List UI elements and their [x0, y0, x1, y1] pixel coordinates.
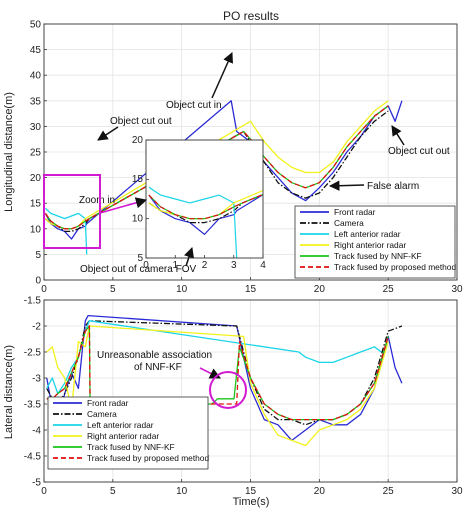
x-tick-label: 15 [245, 486, 257, 497]
y-tick-label: -4.5 [24, 452, 42, 463]
annotation-object-out-of-camera: Object out of camera FOV [80, 264, 196, 275]
x-tick-label: 2 [202, 260, 208, 271]
x-tick-label: 15 [245, 284, 257, 295]
y-tick-label: 50 [30, 20, 42, 31]
top-y-axis-label: Longitudinal distance(m) [3, 92, 15, 212]
x-tick-label: 0 [41, 284, 47, 295]
y-tick-label: -3.5 [24, 400, 42, 411]
x-tick-label: 4 [260, 260, 266, 271]
annotation-false-alarm: False alarm [367, 181, 419, 192]
x-tick-label: 25 [383, 486, 395, 497]
y-tick-label: -4 [32, 426, 41, 437]
x-tick-label: 5 [110, 284, 116, 295]
arrow-object-cut-in [211, 52, 233, 99]
x-tick-label: 0 [41, 486, 47, 497]
y-tick-label: 25 [30, 148, 42, 159]
lateral-panel: 0 5 10 15 20 25 30 -5 -4.5 -4 -3.5 -3 -2.5 -2 -1.5 Fron… [24, 296, 463, 498]
x-tick-label: 0 [143, 260, 149, 271]
series-line-left-anterior-radar [148, 186, 238, 258]
y-tick-label: 20 [132, 135, 144, 146]
y-tick-label: 35 [30, 96, 42, 107]
series-line-left-anterior-radar [46, 320, 382, 395]
x-tick-label: 3 [231, 260, 237, 271]
legend-box [47, 396, 209, 470]
y-tick-label: 45 [30, 45, 42, 56]
y-tick-label: 15 [132, 174, 144, 185]
y-tick-label: 40 [30, 71, 42, 82]
series-line-front-radar [148, 193, 263, 235]
annotation-unreasonable-line2: of NNF-KF [134, 362, 182, 373]
x-tick-label: 30 [451, 486, 463, 497]
series-line-track-fused-by-proposed-method [148, 193, 263, 220]
x-tick-label: 5 [110, 486, 116, 497]
y-tick-label: 5 [35, 250, 41, 261]
legend-entry: Front radar [87, 398, 129, 408]
legend-entry: Track fused by proposed method [334, 262, 456, 272]
bottom-x-axis-label: Time(s) [233, 496, 270, 508]
legend-entry: Right anterior radar [334, 240, 406, 250]
legend-entry: Left anterior radar [334, 229, 401, 239]
x-tick-label: 20 [314, 486, 326, 497]
y-tick-label: -1.5 [24, 296, 42, 307]
series-line-left-anterior-radar [44, 207, 88, 255]
arrow-false-alarm [328, 180, 365, 191]
zoom-inset: 0 1 2 3 4 5 10 15 20 [132, 135, 266, 271]
legend-entry: Front radar [334, 207, 376, 217]
legend-entry: Camera [334, 218, 364, 228]
arrow-object-out-of-camera [184, 247, 194, 267]
y-tick-label: 10 [132, 213, 144, 224]
x-tick-label: 10 [176, 486, 188, 497]
legend-entry: Camera [87, 409, 117, 419]
annotation-unreasonable-line1: Unreasonable association [97, 350, 212, 361]
series-group [46, 314, 403, 447]
top-chart-title: PO results [223, 9, 279, 23]
x-tick-label: 30 [451, 284, 463, 295]
unreasonable-association-circle [209, 371, 247, 409]
y-tick-label: 15 [30, 199, 42, 210]
x-tick-label: 10 [176, 284, 188, 295]
y-tick-label: -2.5 [24, 348, 42, 359]
series-line-front-radar [46, 314, 403, 442]
annotation-object-cut-out-left: Object cut out [110, 116, 172, 127]
y-tick-label: -3 [32, 374, 41, 385]
y-tick-label: 10 [30, 224, 42, 235]
legend-box [294, 205, 456, 279]
y-tick-label: 5 [137, 253, 143, 264]
annotation-object-cut-out-right: Object cut out [388, 146, 450, 157]
y-tick-label: 0 [35, 276, 41, 287]
arrow-object-cut-out-right [391, 125, 405, 146]
legend-entry: Right anterior radar [87, 431, 159, 441]
x-tick-label: 25 [383, 284, 395, 295]
bottom-y-axis-label: Lateral distance(m) [3, 345, 15, 439]
annotation-object-cut-in: Object cut in [166, 100, 222, 111]
arrow-zoom-in [99, 197, 148, 214]
y-tick-label: 30 [30, 122, 42, 133]
arrow-object-cut-out-left [97, 126, 119, 141]
y-tick-label: -2 [32, 322, 41, 333]
series-line-right-anterior-radar [46, 325, 389, 447]
series-line-camera [148, 193, 263, 224]
legend-entry: Track fused by NNF-KF [334, 251, 422, 261]
legend-entry: Left anterior radar [87, 420, 154, 430]
annotation-zoom-in: Zoom in [79, 195, 115, 206]
series-line-track-fused-by-proposed-method [46, 325, 389, 421]
series-group [148, 186, 263, 258]
x-tick-label: 20 [314, 284, 326, 295]
x-tick-label: 1 [172, 260, 178, 271]
y-tick-label: -5 [32, 478, 41, 489]
zoom-selection-box [43, 174, 101, 249]
y-tick-label: 20 [30, 173, 42, 184]
legend-entry: Track fused by proposed method [87, 453, 209, 463]
legend-entry: Track fused by NNF-KF [87, 442, 175, 452]
